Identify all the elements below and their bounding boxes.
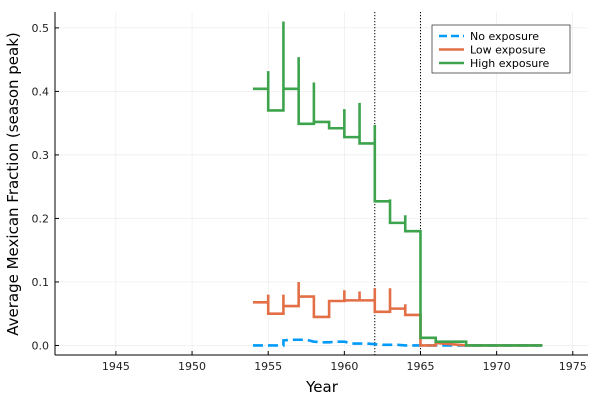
series-lines (252, 21, 543, 347)
y-tick-label: 0.2 (32, 212, 50, 225)
x-tick-label: 1960 (330, 360, 358, 373)
x-tick-label: 1975 (559, 360, 587, 373)
legend-label: Low exposure (470, 44, 546, 57)
y-tick-label: 0.4 (32, 85, 50, 98)
y-tick-label: 0.3 (32, 149, 50, 162)
y-axis-label: Average Mexican Fraction (season peak) (4, 32, 22, 336)
y-tick-label: 0.1 (32, 276, 50, 289)
legend-label: No exposure (470, 30, 539, 43)
tick-labels: 1945 1950 1955 1960 1965 1970 1975 0.0 0.1 0.2 0.3… (32, 22, 587, 373)
x-tick-label: 1950 (178, 360, 206, 373)
y-tick-label: 0.0 (32, 339, 50, 352)
reference-lines (374, 12, 421, 355)
x-axis-label: Year (305, 378, 339, 396)
x-tick-label: 1945 (102, 360, 130, 373)
legend-label: High exposure (470, 57, 550, 70)
x-tick-label: 1970 (483, 360, 511, 373)
series-line (252, 21, 543, 347)
axes (54, 12, 588, 356)
x-tick-label: 1965 (406, 360, 434, 373)
y-tick-label: 0.5 (32, 22, 50, 35)
x-tick-label: 1955 (254, 360, 282, 373)
series-line (252, 281, 543, 347)
